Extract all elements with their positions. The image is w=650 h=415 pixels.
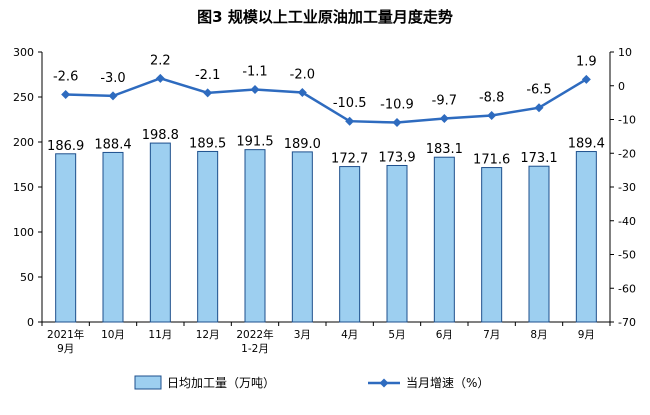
right-tick-label: -20 [618,147,636,160]
bar-value-label: 186.9 [47,139,84,154]
left-tick-label: 200 [13,136,34,149]
line-point [581,74,591,84]
x-tick-label: 9月 [57,343,74,355]
bar-value-label: 191.5 [236,135,273,150]
bar-value-label: 173.9 [378,150,415,165]
bar [197,150,219,323]
line-value-label: 1.9 [576,54,597,69]
line-point [345,116,355,126]
line-value-label: -2.0 [290,68,315,83]
line-point [250,84,260,94]
line-point [297,88,307,97]
line-value-label: -3.0 [100,71,125,86]
legend-line-marker [379,378,389,388]
left-tick-label: 0 [27,316,34,329]
line-point [155,73,165,83]
line-point [61,90,71,100]
x-tick-label: 12月 [196,329,220,341]
bar [55,153,77,323]
line-value-label: -1.1 [242,64,267,79]
left-tick-label: 50 [20,271,34,284]
line-value-label: -2.1 [195,68,220,83]
x-tick-label: 5月 [388,329,405,341]
growth-line [65,77,587,124]
line-value-label: -8.8 [479,90,504,105]
bar [102,151,124,323]
left-tick-label: 150 [13,181,34,194]
bar-value-label: 172.7 [331,152,368,167]
bar-value-label: 183.1 [426,142,463,157]
line-point [108,91,118,101]
line-point [439,113,449,123]
line-point [203,88,213,98]
left-tick-label: 250 [13,91,34,104]
x-tick-label: 4月 [341,329,358,341]
right-tick-label: -70 [618,316,636,329]
bar-value-label: 198.8 [142,128,179,143]
line-value-label: -10.5 [333,96,367,111]
x-tick-label: 8月 [530,329,547,341]
bar [575,151,597,323]
bar [291,151,313,323]
x-tick-label: 2021年 [47,328,84,341]
line-point [534,103,544,113]
bar [386,164,408,323]
bar [149,142,171,323]
bar [481,167,503,323]
bar-series [55,142,597,323]
right-tick-label: -30 [618,181,636,194]
bar-value-label: 173.1 [520,151,557,166]
right-tick-label: -40 [618,215,636,228]
x-tick-label: 7月 [483,329,500,341]
line-value-label: -9.7 [432,93,457,108]
x-tick-label: 1-2月 [241,343,269,355]
bar [433,156,455,323]
legend-line-label: 当月增速（%） [406,376,489,390]
line-value-label: -2.6 [53,70,78,85]
right-tick-label: -50 [618,249,636,262]
left-tick-label: 300 [13,46,34,59]
right-tick-label: 0 [618,80,625,93]
right-tick-label: -60 [618,282,636,295]
chart-title: 图3 规模以上工业原油加工量月度走势 [197,8,453,26]
right-tick-label: 10 [618,46,632,59]
x-tick-label: 10月 [101,329,125,341]
x-tick-label: 2022年 [236,328,273,341]
bar-value-label: 189.5 [189,136,226,151]
data-labels: 186.9 188.4 198.8 189.5 191.5 189.0 172.7 173.9… [47,53,605,167]
x-tick-label: 6月 [436,329,453,341]
bar-value-label: 189.0 [284,137,321,152]
bar [244,149,266,323]
legend-bar-label: 日均加工量（万吨） [167,376,275,390]
line-value-label: -10.9 [380,98,414,113]
line-value-label: -6.5 [526,83,551,98]
bar [528,165,550,323]
bar [339,166,361,323]
right-tick-label: -10 [618,114,636,127]
bar-value-label: 171.6 [473,153,510,168]
legend-bar-swatch [134,375,162,390]
left-tick-label: 100 [13,226,34,239]
line-point [392,118,402,128]
line-point [487,110,497,120]
bar-value-label: 188.4 [94,137,131,152]
x-tick-label: 9月 [578,329,595,341]
x-tick-label: 3月 [294,329,311,341]
line-value-label: 2.2 [150,53,171,68]
line-series [61,73,591,128]
bar-value-label: 189.4 [568,137,605,152]
legend: 日均加工量（万吨） 当月增速（%） [134,375,489,390]
x-tick-label: 11月 [148,329,172,341]
